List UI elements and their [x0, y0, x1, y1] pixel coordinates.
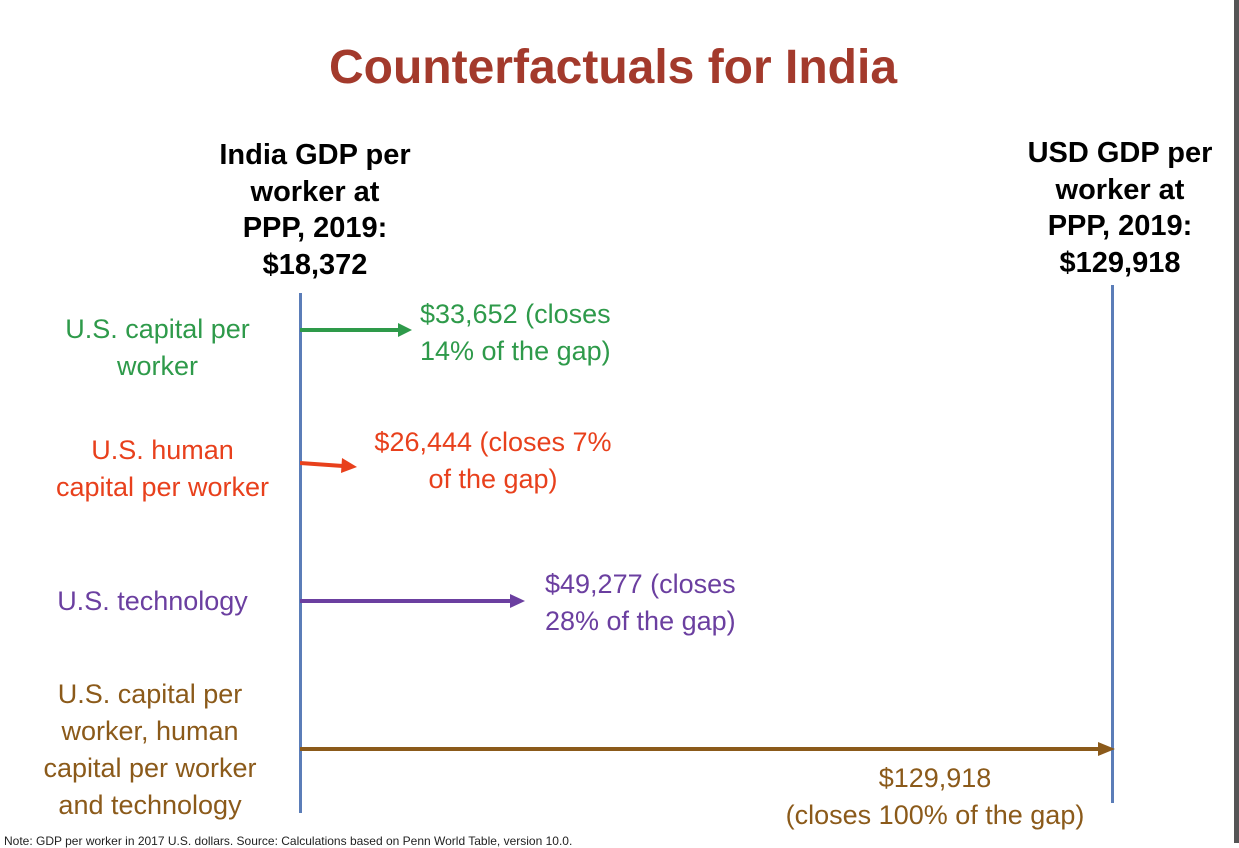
- result-human-capital: $26,444 (closes 7% of the gap): [348, 424, 638, 498]
- usd-gdp-label-line: $129,918: [1059, 246, 1181, 279]
- factor-all-line: capital per worker: [43, 753, 257, 783]
- factor-technology: U.S. technology: [20, 583, 285, 620]
- result-technology-line: $49,277 (closes: [545, 569, 736, 599]
- result-human-capital-line: $26,444 (closes 7%: [374, 427, 612, 457]
- usd-gdp-label-line: worker at: [1055, 173, 1185, 206]
- india-baseline: [299, 293, 302, 813]
- result-capital-line: 14% of the gap): [420, 336, 611, 366]
- factor-capital-line: worker: [116, 351, 198, 381]
- arrow-capital: [300, 323, 412, 337]
- result-all: $129,918 (closes 100% of the gap): [750, 760, 1120, 834]
- factor-human-capital-line: U.S. human: [91, 435, 234, 465]
- india-gdp-label-line: $18,372: [262, 248, 368, 281]
- arrow-technology: [300, 594, 525, 608]
- factor-all-line: and technology: [58, 790, 242, 820]
- result-human-capital-line: of the gap): [428, 464, 558, 494]
- factor-all: U.S. capital per worker, human capital p…: [10, 676, 290, 824]
- usd-gdp-label-line: USD GDP per: [1027, 137, 1213, 169]
- factor-capital-line: U.S. capital per: [65, 314, 250, 344]
- arrow-all: [300, 742, 1115, 756]
- arrow-human-capital: [300, 458, 357, 473]
- arrow-human-capital-shaft: [300, 461, 344, 468]
- arrow-capital-head: [398, 323, 412, 337]
- result-capital-line: $33,652 (closes: [420, 299, 611, 329]
- factor-human-capital-line: capital per worker: [55, 472, 270, 502]
- result-technology: $49,277 (closes 28% of the gap): [545, 566, 736, 640]
- india-gdp-label-line: PPP, 2019:: [242, 212, 388, 244]
- usd-gdp-label-line: PPP, 2019:: [1047, 210, 1193, 242]
- factor-capital: U.S. capital per worker: [20, 311, 295, 385]
- india-gdp-label-line: India GDP per: [219, 139, 411, 171]
- arrow-human-capital-head: [341, 458, 357, 473]
- usd-baseline: [1111, 285, 1114, 803]
- india-gdp-label-line: worker at: [250, 175, 380, 208]
- factor-human-capital: U.S. human capital per worker: [20, 432, 305, 506]
- source-note: Note: GDP per worker in 2017 U.S. dollar…: [4, 834, 573, 848]
- factor-all-line: worker, human: [61, 716, 239, 746]
- slide-edge-border: [1234, 0, 1239, 843]
- usd-gdp-label: USD GDP per worker at PPP, 2019: $129,91…: [1000, 135, 1239, 281]
- factor-technology-line: U.S. technology: [57, 586, 248, 616]
- india-gdp-label: India GDP per worker at PPP, 2019: $18,3…: [190, 137, 440, 283]
- result-capital: $33,652 (closes 14% of the gap): [420, 296, 611, 370]
- arrow-technology-head: [510, 594, 525, 608]
- slide-title: Counterfactuals for India: [328, 41, 898, 94]
- factor-all-line: U.S. capital per: [57, 679, 243, 709]
- result-all-line: $129,918: [878, 763, 992, 793]
- result-technology-line: 28% of the gap): [545, 606, 736, 636]
- arrow-all-head: [1098, 742, 1115, 756]
- result-all-line: (closes 100% of the gap): [785, 800, 1085, 830]
